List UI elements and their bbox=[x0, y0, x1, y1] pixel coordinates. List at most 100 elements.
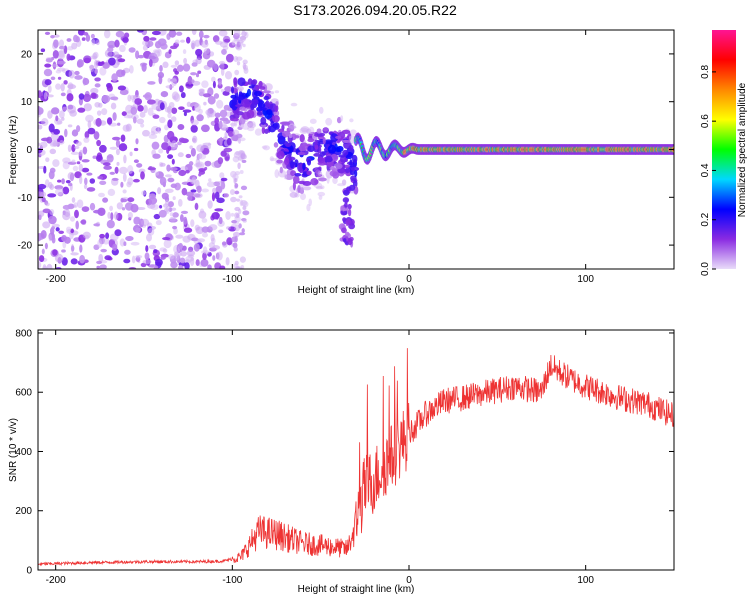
spectrogram-cell bbox=[327, 144, 337, 154]
spectrogram-cell bbox=[74, 70, 80, 76]
spectrogram-cell bbox=[194, 103, 201, 113]
spectrogram-cell bbox=[224, 71, 233, 80]
spectrogram-cell bbox=[154, 171, 160, 176]
snr-xtick-label: 0 bbox=[406, 575, 412, 586]
spectrogram-cell bbox=[70, 258, 78, 265]
spectrogram-cell bbox=[207, 200, 213, 209]
spectrogram-cell bbox=[157, 187, 162, 195]
spectrogram-cell bbox=[119, 166, 128, 175]
spectrogram-cell bbox=[79, 149, 83, 157]
spectrogram-cell bbox=[185, 153, 192, 159]
spectrogram-cell bbox=[142, 94, 151, 98]
spectrogram-cell bbox=[201, 80, 209, 89]
spectrogram-cell bbox=[186, 250, 196, 257]
spectrogram-cell bbox=[95, 117, 102, 127]
spectrogram-cell bbox=[230, 94, 237, 99]
spectrogram-cell bbox=[277, 128, 285, 133]
spectrogram-cell bbox=[220, 89, 225, 93]
spectrogram-cell bbox=[183, 57, 188, 65]
spectrogram-cell bbox=[226, 137, 232, 146]
spectrogram-cell bbox=[123, 258, 131, 264]
spectrogram-cell bbox=[127, 197, 135, 203]
spectrogram-cell bbox=[61, 234, 67, 242]
spectrogram-cell bbox=[151, 30, 161, 36]
spectrogram-cell bbox=[201, 188, 210, 193]
spectrogram-cell bbox=[230, 170, 237, 178]
spectrogram-cell bbox=[137, 105, 144, 112]
spectrogram-cell bbox=[148, 196, 158, 205]
spectrogram-cell bbox=[100, 248, 107, 253]
spectrogram-cell bbox=[58, 230, 65, 234]
spectrogram-cell bbox=[85, 114, 94, 123]
spectrogram-cell bbox=[87, 127, 96, 135]
spectrogram-cell bbox=[174, 70, 179, 75]
spectrogram-cell bbox=[62, 157, 71, 164]
spectrogram-cell bbox=[96, 265, 101, 269]
spectrogram-cell bbox=[91, 39, 96, 46]
spectrogram-cell bbox=[167, 119, 173, 129]
spectrogram-cell bbox=[96, 139, 101, 147]
spectrogram-cell bbox=[80, 219, 87, 225]
spectrogram-cell bbox=[90, 33, 95, 39]
spectrogram-cell bbox=[107, 211, 111, 219]
spectrogram-cell bbox=[233, 30, 241, 36]
spectrogram-cell bbox=[178, 137, 186, 143]
spectrogram-cell bbox=[335, 135, 342, 139]
spectrogram-cell bbox=[322, 137, 326, 145]
spectrogram-cell bbox=[67, 144, 72, 153]
snr-ytick-label: 200 bbox=[15, 506, 32, 517]
spectrogram-cell bbox=[169, 216, 177, 222]
spectrogram-cell bbox=[66, 93, 74, 102]
spectrogram-cell bbox=[58, 45, 65, 50]
spectrogram-cell bbox=[289, 191, 298, 198]
spectrogram-cell bbox=[159, 176, 167, 186]
spectrogram-cell bbox=[99, 233, 106, 239]
spectrogram-cell bbox=[106, 84, 113, 92]
spectrogram-cell bbox=[187, 195, 193, 201]
spectrogram-cell bbox=[96, 110, 102, 116]
spectrogram-cell bbox=[89, 178, 96, 184]
spectrogram-cell bbox=[150, 126, 160, 135]
spectrogram-cell bbox=[298, 180, 306, 185]
spectrogram-cell bbox=[143, 105, 148, 114]
spectrogram-cell bbox=[288, 134, 293, 139]
spectrogram-cell bbox=[66, 38, 72, 42]
spectrogram-cell bbox=[175, 31, 183, 36]
spectrogram-cell bbox=[104, 49, 113, 58]
spectrogram-cell bbox=[107, 188, 116, 197]
spectrogram-cell bbox=[290, 160, 295, 169]
spectrogram-cell bbox=[202, 232, 208, 238]
spectrogram-cell bbox=[281, 121, 291, 126]
spectrogram-cell bbox=[40, 118, 49, 126]
spectrogram-cell bbox=[135, 255, 143, 259]
spectrogram-cell bbox=[61, 178, 65, 185]
spectrogram-cell bbox=[191, 30, 197, 36]
spectrogram-cell bbox=[168, 49, 172, 54]
spectrogram-cell bbox=[214, 117, 219, 125]
spectrogram-cell bbox=[52, 249, 58, 256]
spectrogram-cell bbox=[342, 197, 350, 203]
spectrogram-cell bbox=[210, 233, 215, 242]
spectrogram-cell bbox=[234, 206, 241, 212]
spectrogram-cell bbox=[173, 93, 181, 102]
spectrogram-cell bbox=[109, 205, 114, 212]
spectrogram-cell bbox=[187, 75, 193, 85]
spectrogram-cell bbox=[77, 30, 85, 36]
spectrogram-cell bbox=[46, 263, 53, 269]
spectrogram-cell bbox=[347, 238, 353, 246]
chart-title: S173.2026.094.20.05.R22 bbox=[293, 2, 457, 18]
spectrogram-cell bbox=[308, 198, 312, 207]
spectrogram-cell bbox=[77, 107, 86, 113]
spectrogram-cell bbox=[120, 181, 124, 188]
spectrogram-cell bbox=[310, 177, 319, 186]
spectrogram-cell bbox=[112, 243, 118, 251]
spectrogram-cell bbox=[38, 106, 44, 115]
spectrogram-cell bbox=[51, 236, 56, 244]
spectrogram-cell bbox=[171, 107, 178, 114]
spectrogram-cell bbox=[177, 141, 182, 146]
spectrogram-cell bbox=[99, 264, 107, 269]
spectrogram-cell bbox=[102, 197, 109, 203]
spectrogram-cell bbox=[202, 252, 207, 261]
spectrogram-cell bbox=[294, 173, 302, 177]
spectrogram-cell bbox=[69, 110, 77, 117]
